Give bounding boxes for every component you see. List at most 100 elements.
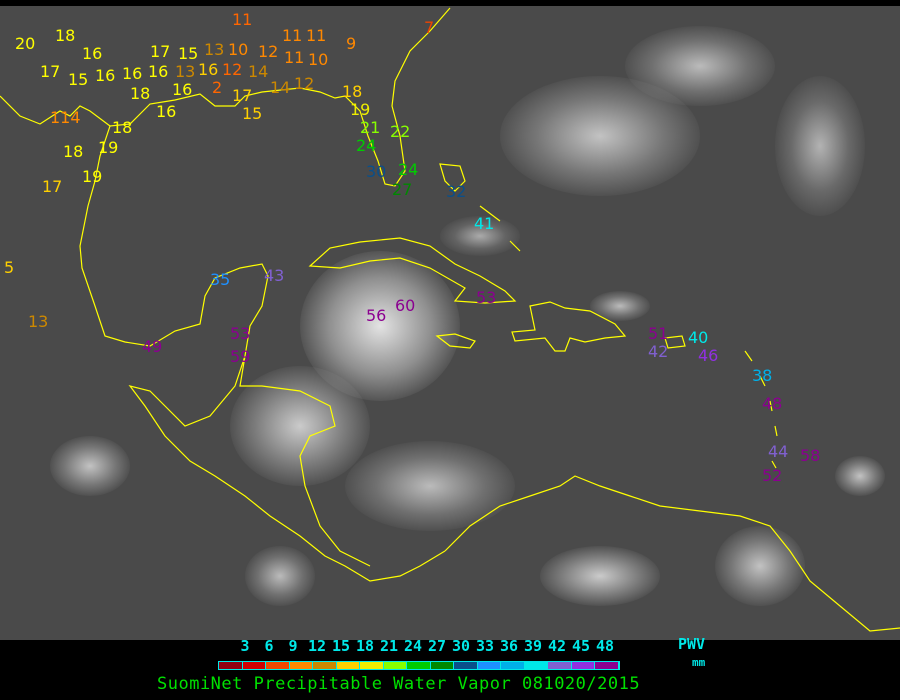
- station-value: 19: [82, 167, 103, 186]
- colorbar-segment: [454, 662, 478, 669]
- station-value: 17: [40, 62, 61, 81]
- coastline-hispaniola: [511, 301, 627, 352]
- station-value: 12: [294, 74, 315, 93]
- coastline-lesser-antilles: [744, 350, 778, 469]
- station-value: 18: [112, 118, 133, 137]
- coastline-bahamas: [439, 163, 521, 252]
- station-value: 16: [122, 64, 143, 83]
- station-value: 16: [148, 62, 169, 81]
- station-value: 17: [150, 42, 171, 61]
- station-value: 27: [392, 180, 413, 199]
- station-value: 46: [698, 346, 719, 365]
- station-value: 10: [228, 40, 249, 59]
- legend-tick: 3: [240, 637, 250, 655]
- station-value: 51: [648, 324, 669, 343]
- station-value: 42: [648, 342, 669, 361]
- colorbar-segment: [501, 662, 525, 669]
- station-value: 56: [366, 306, 387, 325]
- station-value: 17: [42, 177, 63, 196]
- coastline-caribbean-ca: [239, 355, 371, 567]
- station-value: 32: [446, 182, 467, 201]
- station-value: 15: [68, 70, 89, 89]
- colorbar-segment: [289, 662, 313, 669]
- colorbar-segment: [360, 662, 384, 669]
- station-value: 21: [360, 118, 381, 137]
- coastline-texas-mexico: [79, 125, 269, 357]
- coastline-south-america: [444, 475, 900, 632]
- legend-tick: 48: [595, 637, 615, 655]
- colorbar-segment: [524, 662, 548, 669]
- colorbar-segment: [595, 662, 619, 669]
- station-value: 15: [178, 44, 199, 63]
- station-value: 17: [232, 86, 253, 105]
- coastline-cuba: [308, 237, 517, 304]
- colorbar-segment: [477, 662, 501, 669]
- legend-tick: 12: [307, 637, 327, 655]
- legend-tick: 18: [355, 637, 375, 655]
- coastline-gulf-coast: [0, 7, 451, 187]
- station-value: 20: [15, 34, 36, 53]
- station-value: 22: [390, 122, 411, 141]
- legend-tick: 45: [571, 637, 591, 655]
- station-value: 41: [474, 214, 495, 233]
- station-value: 14: [270, 78, 291, 97]
- colorbar-segment: [242, 662, 266, 669]
- station-value: 12: [258, 42, 279, 61]
- station-value: 52: [762, 466, 783, 485]
- station-value: 114: [50, 108, 81, 127]
- coastline-jamaica: [435, 333, 476, 349]
- legend-tick: 9: [288, 637, 298, 655]
- station-value: 10: [308, 50, 329, 69]
- colorbar-segment: [571, 662, 595, 669]
- station-value: 16: [156, 102, 177, 121]
- colorbar-segment: [407, 662, 431, 669]
- colorbar-segment: [336, 662, 360, 669]
- colorbar-segment: [548, 662, 572, 669]
- station-value: 18: [342, 82, 363, 101]
- station-value: 24: [398, 160, 419, 179]
- station-value: 16: [95, 66, 116, 85]
- legend-tick: 15: [331, 637, 351, 655]
- station-value: 40: [688, 328, 709, 347]
- station-value: 13: [204, 40, 225, 59]
- coastline-central-america: [128, 355, 446, 582]
- legend-tick: 6: [264, 637, 274, 655]
- legend-tick: 39: [523, 637, 543, 655]
- legend-unit-label: PWV: [678, 635, 706, 653]
- legend-tick: 42: [547, 637, 567, 655]
- station-value: 24: [356, 136, 377, 155]
- station-value: 48: [762, 394, 783, 413]
- station-value: 18: [63, 142, 84, 161]
- station-value: 43: [264, 266, 285, 285]
- station-value: 11: [284, 48, 305, 67]
- map-title: SuomiNet Precipitable Water Vapor 081020…: [157, 674, 641, 694]
- station-value: 18: [55, 26, 76, 45]
- station-value: 11: [232, 10, 253, 29]
- station-value: 19: [350, 100, 371, 119]
- station-value: 13: [175, 62, 196, 81]
- station-value: 7: [424, 18, 435, 37]
- colorbar-segment: [266, 662, 290, 669]
- station-value: 53: [230, 324, 251, 343]
- station-value: 44: [768, 442, 789, 461]
- pwv-colorbar: [218, 661, 620, 670]
- station-value: 14: [248, 62, 269, 81]
- satellite-image: 20 18 17 15 16 16 16 16 17 16 18 16 15 13 16 12 13 2 10 11 1…: [0, 6, 900, 640]
- colorbar-segment: [430, 662, 454, 669]
- legend-tick: 21: [379, 637, 399, 655]
- legend-tick: 36: [499, 637, 519, 655]
- station-value: 53: [476, 288, 497, 307]
- legend-tick: 27: [427, 637, 447, 655]
- station-value: 12: [222, 60, 243, 79]
- station-value: 2: [212, 78, 223, 97]
- station-value: 30: [366, 162, 387, 181]
- station-value: 9: [346, 34, 357, 53]
- station-value: 35: [210, 270, 231, 289]
- station-value: 15: [242, 104, 263, 123]
- station-value: 49: [142, 337, 163, 356]
- coastline-puerto-rico: [664, 335, 686, 349]
- colorbar-segment: [383, 662, 407, 669]
- station-value: 18: [130, 84, 151, 103]
- station-value: 11: [306, 26, 327, 45]
